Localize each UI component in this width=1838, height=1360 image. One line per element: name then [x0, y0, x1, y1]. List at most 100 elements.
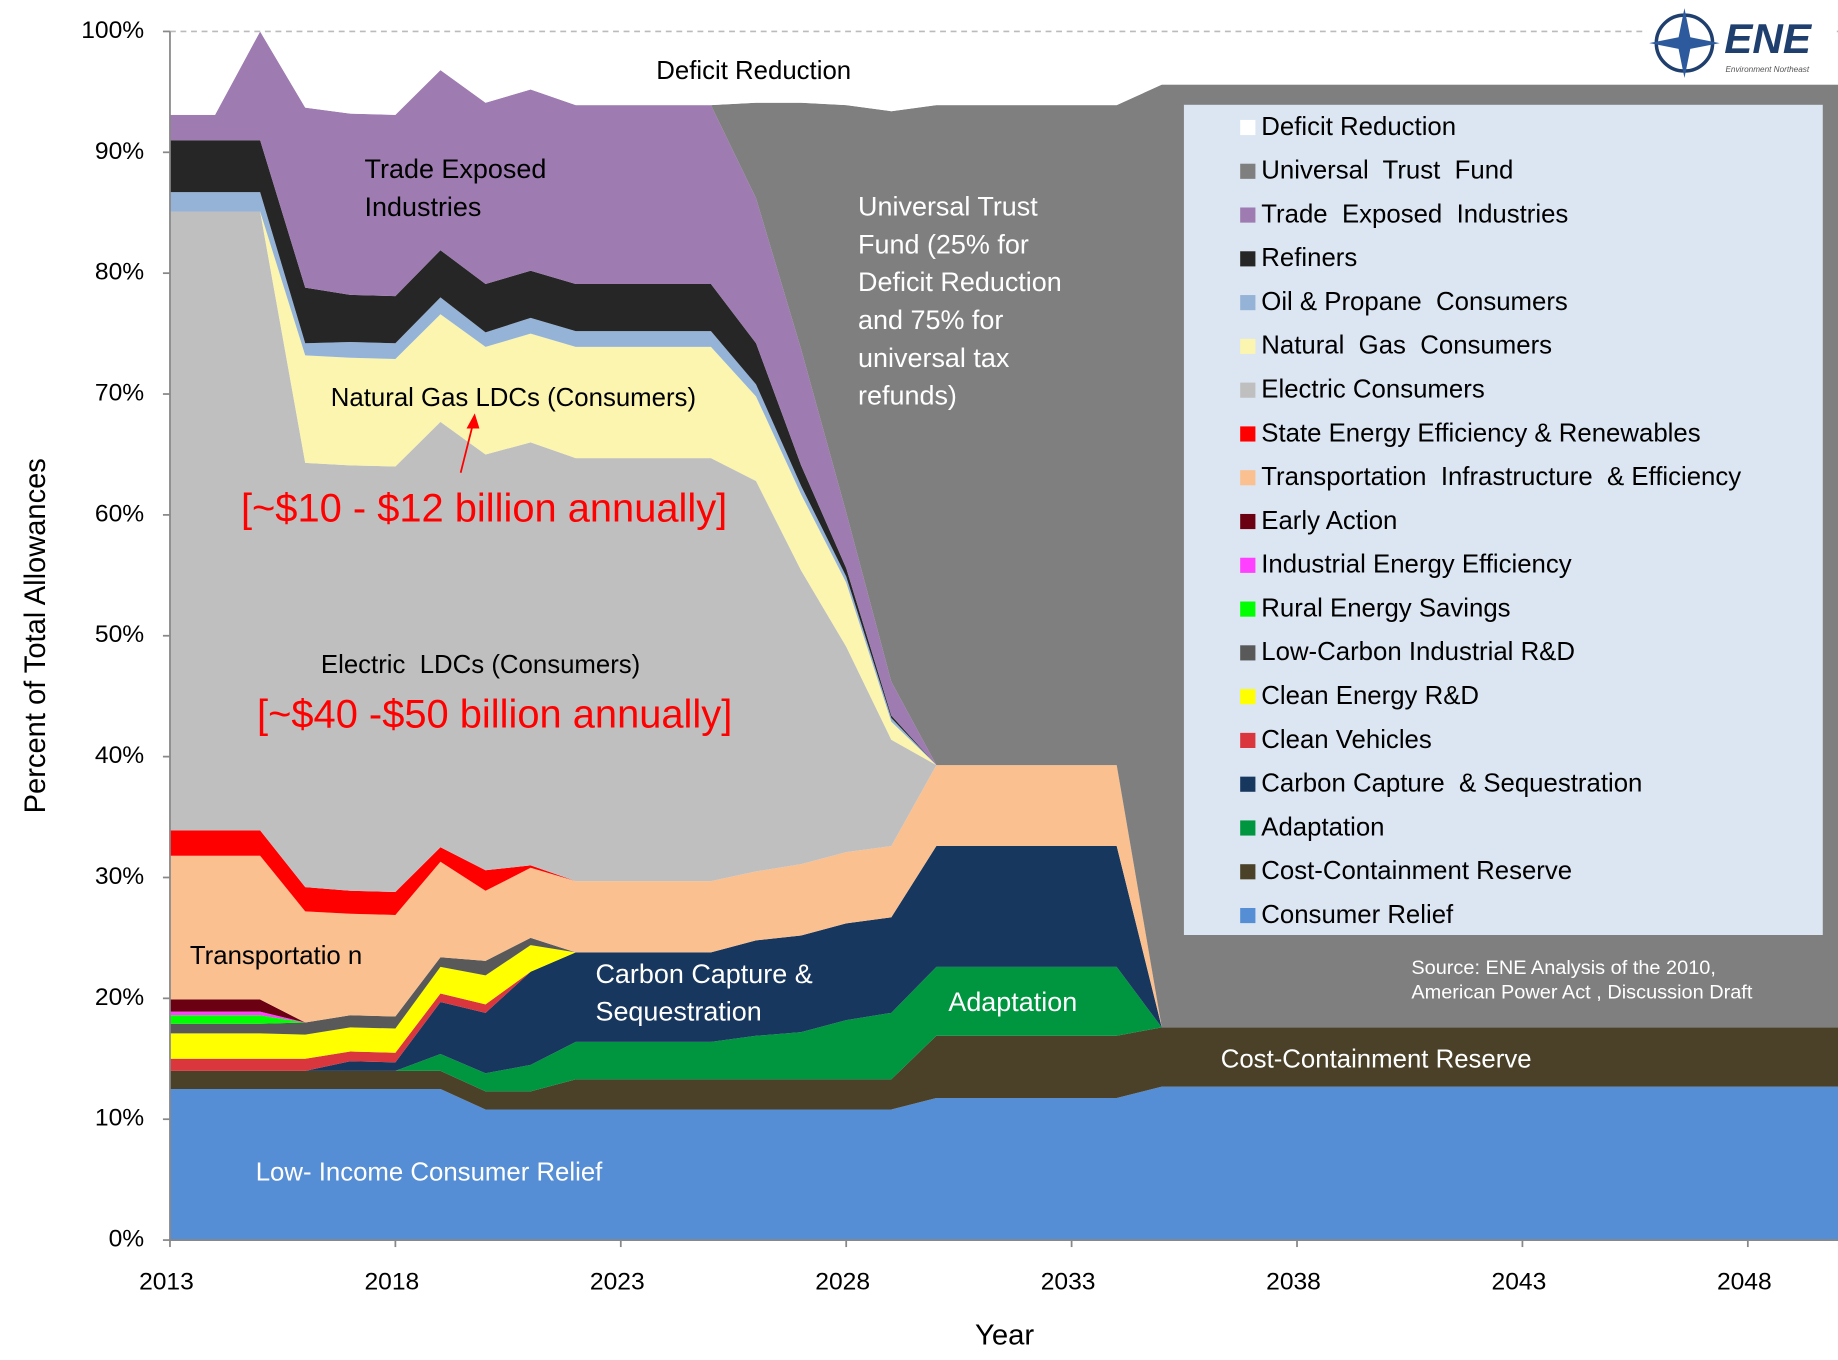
logo-subtext: Environment Northeast	[1725, 65, 1809, 74]
area	[169, 211, 1838, 1028]
annotation: universal tax	[858, 343, 1010, 373]
area	[169, 846, 1838, 1059]
legend-swatch	[1240, 864, 1256, 880]
legend-label: Carbon Capture & Sequestration	[1261, 770, 1642, 798]
legend-label: Deficit Reduction	[1261, 113, 1456, 141]
logo-compass-star	[1649, 8, 1720, 79]
area	[169, 765, 1838, 1028]
legend-label: Adaptation	[1261, 813, 1384, 841]
legend-swatch	[1240, 426, 1256, 442]
x-tick-label: 2048	[1717, 1269, 1772, 1296]
annotation: Electric LDCs (Consumers)	[321, 651, 640, 679]
annotation: and 75% for	[858, 305, 1003, 335]
area	[169, 1027, 1838, 1110]
legend-swatch	[1240, 907, 1256, 924]
x-tick-label: 2018	[364, 1269, 419, 1296]
y-tick-label: 90%	[95, 138, 144, 165]
area	[169, 846, 1838, 1074]
legend-swatch	[1240, 557, 1256, 573]
x-tick-label: 2023	[590, 1269, 645, 1296]
legend-swatch	[1240, 645, 1256, 661]
legend-swatch	[1240, 338, 1256, 354]
legend-swatch	[1240, 207, 1256, 223]
logo-text: ENE	[1724, 15, 1813, 62]
legend-label: Clean Energy R&D	[1261, 682, 1479, 710]
annotation: Source: ENE Analysis of the 2010,	[1411, 957, 1716, 979]
logo: ENE Environment Northeast	[1646, 5, 1835, 83]
legend-label: Early Action	[1261, 507, 1397, 535]
annotation-arrow	[459, 421, 475, 473]
annotation: Adaptation	[948, 987, 1077, 1017]
annotation: American Power Act , Discussion Draft	[1411, 982, 1753, 1004]
annotation: Fund (25% for	[858, 229, 1029, 259]
annotation: Universal Trust	[858, 192, 1038, 222]
legend-label: Oil & Propane Consumers	[1261, 288, 1568, 316]
area	[169, 1086, 1838, 1241]
y-tick-label: 0%	[109, 1226, 145, 1253]
annotation-arrowhead	[466, 413, 480, 429]
x-tick-label: 2013	[139, 1269, 194, 1296]
annotations: Deficit Reduction Trade Exposed Industries…	[190, 57, 1753, 1186]
annotation: [~$40 -$50 billion annually]	[257, 693, 732, 737]
legend-label: Consumer Relief	[1261, 901, 1454, 929]
y-tick-label: 50%	[95, 621, 144, 648]
y-tick-label: 20%	[95, 984, 144, 1011]
y-tick-label: 80%	[95, 259, 144, 286]
area	[169, 211, 1838, 1028]
legend-swatch	[1240, 251, 1256, 267]
area	[169, 31, 1838, 115]
legend-swatch	[1240, 119, 1256, 136]
legend-label: Low-Carbon Industrial R&D	[1261, 638, 1575, 666]
legend-label: Refiners	[1261, 244, 1357, 272]
y-tick-label: 100%	[81, 17, 144, 44]
x-tick-label: 2033	[1041, 1269, 1096, 1296]
legend-swatch	[1240, 601, 1256, 617]
area	[169, 31, 1838, 1028]
legend-label: Universal Trust Fund	[1261, 157, 1513, 185]
legend-label: Natural Gas Consumers	[1261, 332, 1552, 360]
x-tick-label: 2038	[1266, 1269, 1321, 1296]
legend-label: Rural Energy Savings	[1261, 595, 1510, 623]
legend-label: Trade Exposed Industries	[1261, 200, 1568, 228]
annotation: Industries	[365, 192, 482, 222]
annotation: Low- Income Consumer Relief	[256, 1159, 604, 1187]
legend-label: State Energy Efficiency & Renewables	[1261, 419, 1700, 447]
legend-swatch	[1240, 776, 1256, 792]
legend-label: Clean Vehicles	[1261, 726, 1432, 754]
annotation: refunds)	[858, 381, 957, 411]
legend-swatch	[1240, 470, 1256, 486]
y-tick-label: 30%	[95, 863, 144, 890]
legend-label: Electric Consumers	[1261, 376, 1484, 404]
x-tick-label: 2043	[1492, 1269, 1547, 1296]
annotation: Carbon Capture &	[595, 959, 812, 989]
annotation: Sequestration	[595, 997, 761, 1027]
legend-swatch	[1240, 689, 1256, 705]
legend-swatch	[1240, 295, 1256, 311]
y-tick-label: 10%	[95, 1105, 144, 1132]
legend-swatch	[1240, 732, 1256, 748]
legend-swatch	[1240, 382, 1256, 398]
annotation: Cost-Containment Reserve	[1221, 1046, 1532, 1074]
legend: Deficit Reduction Universal Trust Fund Tra…	[1240, 113, 1741, 929]
annotation: [~$10 - $12 billion annually]	[241, 487, 727, 531]
annotation: Natural Gas LDCs (Consumers)	[331, 384, 696, 412]
legend-swatch	[1240, 513, 1256, 530]
annotation: Deficit Reduction	[858, 267, 1062, 297]
y-tick-label: 40%	[95, 742, 144, 769]
y-tick-label: 70%	[95, 380, 144, 407]
legend-swatch	[1240, 820, 1256, 836]
area	[169, 966, 1838, 1092]
y-axis-title: Percent of Total Allowances	[20, 458, 52, 813]
y-tick-label: 60%	[95, 500, 144, 527]
legend-label: Cost-Containment Reserve	[1261, 857, 1572, 885]
x-tick-label: 2028	[815, 1269, 870, 1296]
x-axis-title: Year	[975, 1319, 1034, 1351]
annotation: Trade Exposed	[365, 154, 547, 184]
annotation: Deficit Reduction	[656, 57, 851, 85]
legend-swatch	[1240, 163, 1256, 179]
annotation: Transportatio n	[190, 942, 362, 970]
legend-box	[1183, 104, 1823, 936]
legend-label: Industrial Energy Efficiency	[1261, 551, 1572, 579]
